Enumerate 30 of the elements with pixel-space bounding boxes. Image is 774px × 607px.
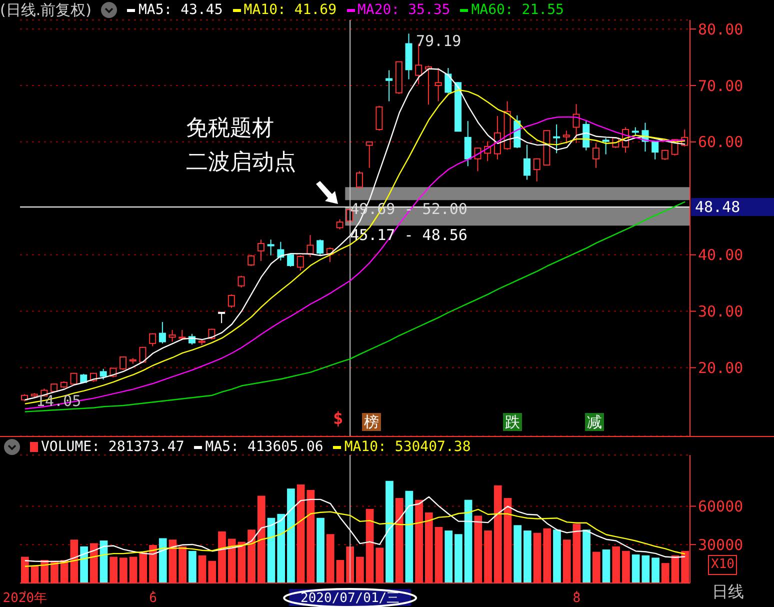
x-tick-label: 6 — [149, 591, 157, 606]
legend-label: MA5: 43.45 — [137, 1, 223, 19]
legend-label: MA60: 21.55 — [470, 1, 564, 19]
legend-label: VOLUME: 281373.47 — [40, 438, 184, 456]
y-tick-label: 70.00 — [698, 76, 744, 95]
chart-title: (日线.前复权) — [0, 1, 92, 19]
annotation: 二波启动点 — [186, 150, 296, 176]
legend-label: MA20: 35.35 — [356, 1, 450, 19]
text: X10 — [708, 555, 738, 575]
x-tick-label: 2020年 — [2, 591, 48, 606]
y-tick-label: 60000 — [698, 498, 744, 516]
legend-label: MA10: 530407.38 — [343, 438, 471, 456]
annotation: 减 — [585, 413, 604, 431]
ref-line-label: 48.48 — [691, 198, 774, 216]
x-tick-label: 2020/07/01/三 — [300, 591, 400, 606]
annotation: $ — [333, 409, 344, 429]
y-tick-label: 60.00 — [698, 133, 744, 152]
y-tick-label: 40.00 — [698, 246, 744, 264]
y-tick-label: 30000 — [698, 536, 744, 554]
annotation: 免税题材 — [186, 116, 274, 142]
y-tick-label: 80.00 — [698, 20, 744, 38]
annotation: 79.19 — [416, 32, 462, 50]
annotation: 跌 — [503, 413, 522, 431]
annotation: 榜 — [362, 413, 381, 431]
legend-label: MA5: 413605.06 — [204, 438, 324, 456]
x-tick-label: 8 — [572, 591, 581, 606]
y-tick-label: 30.00 — [698, 302, 744, 321]
text: 日线 — [712, 582, 744, 601]
legend-label: MA10: 41.69 — [242, 1, 336, 19]
y-tick-label: 20.00 — [698, 359, 744, 378]
